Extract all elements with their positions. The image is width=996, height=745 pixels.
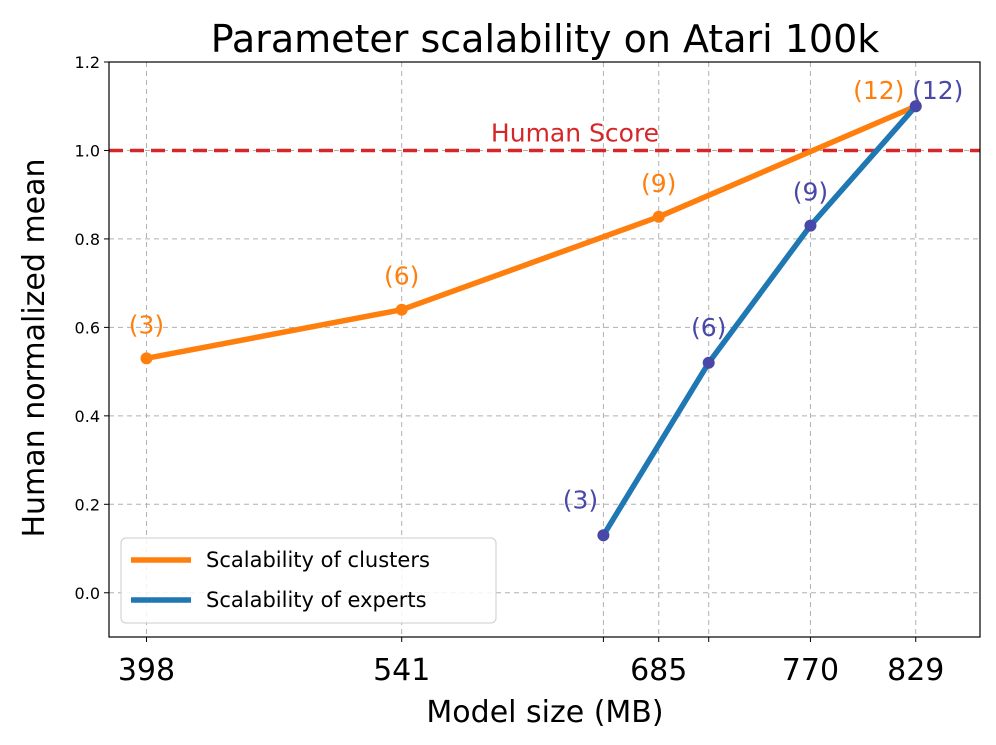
legend-box	[120, 537, 497, 624]
data-point	[597, 529, 610, 542]
point-label: (3)	[563, 485, 598, 514]
point-label: (9)	[641, 169, 676, 198]
point-label: (9)	[793, 178, 828, 207]
x-tick-label: 770	[782, 653, 839, 688]
y-tick-label: 0.6	[75, 318, 100, 337]
y-tick-label: 0.4	[75, 407, 100, 426]
data-point	[395, 303, 408, 316]
series-line-experts	[600, 103, 919, 539]
legend: Scalability of clusters Scalability of ex…	[120, 537, 497, 624]
data-point	[140, 352, 153, 365]
y-tick-label: 1.0	[75, 141, 100, 160]
x-axis-label: Model size (MB)	[426, 695, 663, 730]
series-line-clusters	[143, 103, 919, 362]
legend-entry: Scalability of clusters	[206, 548, 430, 572]
data-point	[804, 219, 817, 232]
y-tick-label: 1.2	[75, 53, 100, 72]
y-tick-label: 0.8	[75, 230, 100, 249]
y-tick-label: 0.2	[75, 495, 100, 514]
human-score-label: Human Score	[491, 118, 659, 147]
point-label: (3)	[129, 310, 164, 339]
x-tick-label: 685	[630, 653, 687, 688]
point-label: (12)	[912, 76, 963, 105]
y-tick-label: 0.0	[75, 584, 100, 603]
axes-layer: 0.0 0.2 0.4 0.6 0.8 1.0 1.2 398 541 685 770 829	[75, 53, 981, 688]
data-point	[652, 210, 665, 223]
reference-layer: Human Score	[109, 118, 980, 153]
point-label: (6)	[691, 313, 726, 342]
legend-entry: Scalability of experts	[206, 588, 427, 612]
plot-frame	[108, 61, 981, 638]
data-point	[909, 100, 922, 113]
x-tick-label: 541	[373, 653, 430, 688]
x-tick-label: 829	[887, 653, 944, 688]
x-tick-label: 398	[118, 653, 175, 688]
y-axis-label: Human normalized mean	[17, 158, 52, 537]
point-label: (6)	[384, 262, 419, 291]
chart-title: Parameter scalability on Atari 100k	[211, 17, 880, 61]
data-point	[702, 356, 715, 369]
point-label: (12)	[853, 76, 904, 105]
series-layer: (3) (6) (9) (12) (3) (6) (9) (12)	[129, 76, 963, 542]
